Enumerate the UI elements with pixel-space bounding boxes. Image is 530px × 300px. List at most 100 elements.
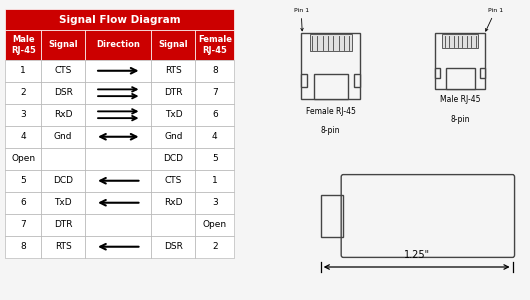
Bar bbox=[435, 33, 485, 89]
Bar bbox=[5, 236, 41, 258]
Text: Signal: Signal bbox=[48, 40, 78, 50]
Bar bbox=[152, 192, 196, 214]
Text: RTS: RTS bbox=[55, 242, 72, 251]
Bar bbox=[41, 148, 85, 170]
Text: TxD: TxD bbox=[165, 110, 182, 119]
Text: 4: 4 bbox=[212, 132, 218, 141]
Bar bbox=[196, 126, 234, 148]
Text: 8-pin: 8-pin bbox=[321, 126, 340, 135]
Text: TxD: TxD bbox=[55, 198, 72, 207]
Text: DSR: DSR bbox=[54, 88, 73, 97]
Text: 6: 6 bbox=[212, 110, 218, 119]
Bar bbox=[85, 170, 152, 192]
Text: 8: 8 bbox=[212, 66, 218, 75]
Bar bbox=[41, 60, 85, 82]
Bar bbox=[196, 104, 234, 126]
Bar bbox=[5, 126, 41, 148]
Bar bbox=[196, 60, 234, 82]
Text: Male RJ-45: Male RJ-45 bbox=[440, 95, 481, 104]
Text: Female
RJ-45: Female RJ-45 bbox=[198, 35, 232, 55]
Bar bbox=[321, 195, 343, 237]
Text: DSR: DSR bbox=[164, 242, 183, 251]
Text: 7: 7 bbox=[20, 220, 26, 229]
Text: 7: 7 bbox=[212, 88, 218, 97]
Bar bbox=[5, 9, 234, 30]
Bar bbox=[443, 34, 478, 48]
Text: 2: 2 bbox=[212, 242, 218, 251]
Text: Male
RJ-45: Male RJ-45 bbox=[11, 35, 36, 55]
Text: 1: 1 bbox=[212, 176, 218, 185]
Bar bbox=[85, 82, 152, 104]
Bar bbox=[152, 126, 196, 148]
Bar bbox=[85, 60, 152, 82]
Text: Signal: Signal bbox=[158, 40, 188, 50]
Text: Pin 1: Pin 1 bbox=[294, 8, 309, 31]
Text: 1.25": 1.25" bbox=[404, 250, 430, 260]
Bar bbox=[152, 148, 196, 170]
Bar bbox=[41, 126, 85, 148]
Bar bbox=[480, 68, 485, 78]
Bar bbox=[85, 104, 152, 126]
Bar bbox=[152, 104, 196, 126]
Bar bbox=[5, 82, 41, 104]
Bar bbox=[85, 192, 152, 214]
Text: Direction: Direction bbox=[96, 40, 140, 50]
Text: 2: 2 bbox=[20, 88, 26, 97]
Text: 8-pin: 8-pin bbox=[450, 115, 470, 124]
Bar bbox=[152, 60, 196, 82]
Bar bbox=[5, 214, 41, 236]
Bar bbox=[41, 104, 85, 126]
Text: RTS: RTS bbox=[165, 66, 182, 75]
Text: 5: 5 bbox=[212, 154, 218, 163]
Text: 8: 8 bbox=[20, 242, 26, 251]
Text: DTR: DTR bbox=[164, 88, 183, 97]
Bar bbox=[310, 34, 352, 51]
Bar bbox=[5, 30, 41, 60]
Bar bbox=[5, 148, 41, 170]
Bar bbox=[301, 74, 307, 86]
Bar bbox=[196, 170, 234, 192]
Bar bbox=[152, 236, 196, 258]
Bar bbox=[85, 236, 152, 258]
Bar bbox=[196, 192, 234, 214]
Text: Gnd: Gnd bbox=[54, 132, 73, 141]
Text: 3: 3 bbox=[212, 198, 218, 207]
Text: Open: Open bbox=[11, 154, 36, 163]
Bar bbox=[85, 214, 152, 236]
Bar bbox=[41, 236, 85, 258]
Text: Pin 1: Pin 1 bbox=[485, 8, 503, 31]
Text: 6: 6 bbox=[20, 198, 26, 207]
Bar bbox=[41, 192, 85, 214]
Bar bbox=[446, 68, 474, 89]
Bar bbox=[152, 30, 196, 60]
Bar bbox=[435, 68, 440, 78]
Bar bbox=[85, 148, 152, 170]
Text: RxD: RxD bbox=[54, 110, 73, 119]
Bar bbox=[152, 214, 196, 236]
Text: RxD: RxD bbox=[164, 198, 183, 207]
Bar bbox=[41, 214, 85, 236]
Bar bbox=[152, 82, 196, 104]
Text: 5: 5 bbox=[20, 176, 26, 185]
Bar bbox=[196, 214, 234, 236]
Text: 4: 4 bbox=[20, 132, 26, 141]
Bar bbox=[85, 126, 152, 148]
Bar bbox=[196, 236, 234, 258]
Bar bbox=[152, 170, 196, 192]
Text: DCD: DCD bbox=[53, 176, 73, 185]
Bar bbox=[314, 74, 348, 99]
Bar bbox=[196, 82, 234, 104]
Text: 1: 1 bbox=[20, 66, 26, 75]
Text: 3: 3 bbox=[20, 110, 26, 119]
Text: Signal Flow Diagram: Signal Flow Diagram bbox=[59, 15, 181, 25]
Text: Open: Open bbox=[202, 220, 227, 229]
Bar bbox=[5, 170, 41, 192]
Bar bbox=[301, 33, 360, 99]
Bar bbox=[85, 30, 152, 60]
Text: CTS: CTS bbox=[55, 66, 72, 75]
Bar bbox=[5, 60, 41, 82]
Bar bbox=[5, 104, 41, 126]
Bar bbox=[196, 30, 234, 60]
Bar bbox=[5, 192, 41, 214]
Bar bbox=[41, 30, 85, 60]
